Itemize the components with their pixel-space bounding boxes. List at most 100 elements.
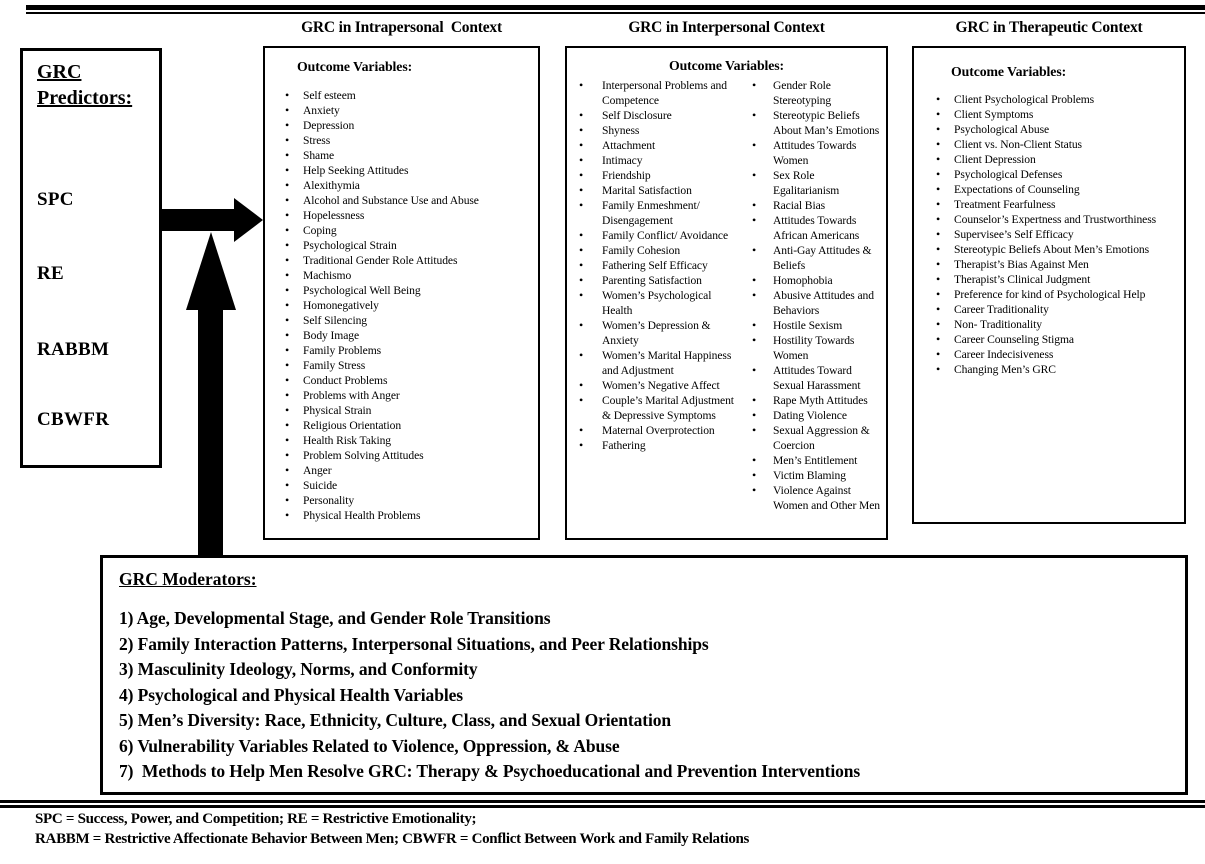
list-item: Interpersonal Problems and Competence	[579, 78, 734, 108]
list-item: Help Seeking Attitudes	[285, 163, 530, 178]
bottom-double-rule	[0, 800, 1205, 808]
predictor-spc: SPC	[37, 189, 74, 210]
list-item: Psychological Well Being	[285, 283, 530, 298]
list-item: Personality	[285, 493, 530, 508]
list-item: Self esteem	[285, 88, 530, 103]
list-item: Anxiety	[285, 103, 530, 118]
list-item: Attitudes Towards Women	[752, 138, 880, 168]
list-item: Conduct Problems	[285, 373, 530, 388]
list-item: Attitudes Toward Sexual Harassment	[752, 363, 880, 393]
abbreviation-note-line-1: SPC = Success, Power, and Competition; R…	[35, 811, 477, 827]
predictors-to-outcomes-arrow-shaft	[162, 209, 235, 231]
moderators-arrow-head	[186, 232, 236, 310]
list-item: Family Stress	[285, 358, 530, 373]
interpersonal-outcomes-heading: Outcome Variables:	[668, 58, 785, 73]
list-item: Hostile Sexism	[752, 318, 880, 333]
list-item: Non- Traditionality	[936, 317, 1180, 332]
list-item: Attitudes Towards African Americans	[752, 213, 880, 243]
list-item: Self Silencing	[285, 313, 530, 328]
list-item: Client vs. Non-Client Status	[936, 137, 1180, 152]
list-item: Fathering	[579, 438, 734, 453]
list-item: Stress	[285, 133, 530, 148]
predictor-re: RE	[37, 263, 64, 284]
list-item: Sex Role Egalitarianism	[752, 168, 880, 198]
grc-predictors-box: GRC Predictors: SPC RE RABBM CBWFR	[20, 48, 162, 468]
list-item: Family Conflict/ Avoidance	[579, 228, 734, 243]
abbreviation-note-line-2: RABBM = Restrictive Affectionate Behavio…	[35, 831, 750, 847]
list-item: Victim Blaming	[752, 468, 880, 483]
list-item: Changing Men’s GRC	[936, 362, 1180, 377]
list-item: Stereotypic Beliefs About Man’s Emotions	[752, 108, 880, 138]
list-item: Violence Against Women and Other Men	[752, 483, 880, 513]
list-item: Hostility Towards Women	[752, 333, 880, 363]
interpersonal-outcomes-box: Outcome Variables: Interpersonal Problem…	[565, 46, 888, 540]
list-item: Dating Violence	[752, 408, 880, 423]
list-item: Family Cohesion	[579, 243, 734, 258]
list-item: Homophobia	[752, 273, 880, 288]
list-item: Men’s Entitlement	[752, 453, 880, 468]
list-item: Religious Orientation	[285, 418, 530, 433]
intrapersonal-context-title: GRC in Intrapersonal Context	[301, 19, 502, 36]
list-item: Fathering Self Efficacy	[579, 258, 734, 273]
list-item: Career Indecisiveness	[936, 347, 1180, 362]
intrapersonal-outcomes-box: Outcome Variables: Self esteemAnxietyDep…	[263, 46, 540, 540]
list-item: Supervisee’s Self Efficacy	[936, 227, 1180, 242]
list-item: Abusive Attitudes and Behaviors	[752, 288, 880, 318]
therapeutic-outcomes-list: Client Psychological ProblemsClient Symp…	[936, 92, 1180, 377]
list-item: Depression	[285, 118, 530, 133]
list-item: Maternal Overprotection	[579, 423, 734, 438]
list-item: Women’s Marital Happiness and Adjustment	[579, 348, 734, 378]
list-item: Client Symptoms	[936, 107, 1180, 122]
list-item: Health Risk Taking	[285, 433, 530, 448]
list-item: Client Depression	[936, 152, 1180, 167]
list-item: Problems with Anger	[285, 388, 530, 403]
list-item: Alcohol and Substance Use and Abuse	[285, 193, 530, 208]
list-item: Marital Satisfaction	[579, 183, 734, 198]
interpersonal-outcomes-list-right: Gender Role StereotypingStereotypic Beli…	[752, 78, 880, 513]
therapeutic-context-title: GRC in Therapeutic Context	[955, 19, 1143, 36]
list-item: Therapist’s Clinical Judgment	[936, 272, 1180, 287]
list-item: Coping	[285, 223, 530, 238]
intrapersonal-outcomes-list: Self esteemAnxietyDepressionStressShameH…	[285, 88, 530, 523]
list-item: Family Problems	[285, 343, 530, 358]
list-item: Homonegatively	[285, 298, 530, 313]
list-item: 1) Age, Developmental Stage, and Gender …	[119, 608, 551, 628]
list-item: Counselor’s Expertness and Trustworthine…	[936, 212, 1180, 227]
list-item: Rape Myth Attitudes	[752, 393, 880, 408]
list-item: Sexual Aggression & Coercion	[752, 423, 880, 453]
list-item: Shyness	[579, 123, 734, 138]
list-item: Alexithymia	[285, 178, 530, 193]
list-item: Traditional Gender Role Attitudes	[285, 253, 530, 268]
list-item: Intimacy	[579, 153, 734, 168]
list-item: Racial Bias	[752, 198, 880, 213]
list-item: Couple’s Marital Adjustment & Depressive…	[579, 393, 734, 423]
list-item: Preference for kind of Psychological Hel…	[936, 287, 1180, 302]
list-item: Gender Role Stereotyping	[752, 78, 880, 108]
list-item: Attachment	[579, 138, 734, 153]
intrapersonal-outcomes-heading: Outcome Variables:	[297, 59, 413, 74]
list-item: Therapist’s Bias Against Men	[936, 257, 1180, 272]
predictor-rabbm: RABBM	[37, 339, 110, 360]
list-item: Expectations of Counseling	[936, 182, 1180, 197]
interpersonal-outcomes-list-left: Interpersonal Problems and CompetenceSel…	[579, 78, 734, 453]
list-item: Psychological Defenses	[936, 167, 1180, 182]
list-item: Machismo	[285, 268, 530, 283]
list-item: Women’s Psychological Health	[579, 288, 734, 318]
list-item: Friendship	[579, 168, 734, 183]
list-item: Client Psychological Problems	[936, 92, 1180, 107]
list-item: Women’s Depression & Anxiety	[579, 318, 734, 348]
list-item: Treatment Fearfulness	[936, 197, 1180, 212]
predictor-cbwfr: CBWFR	[37, 409, 110, 430]
interpersonal-context-title: GRC in Interpersonal Context	[628, 19, 825, 36]
list-item: Family Enmeshment/ Disengagement	[579, 198, 734, 228]
list-item: Women’s Negative Affect	[579, 378, 734, 393]
list-item: 2) Family Interaction Patterns, Interper…	[119, 633, 709, 654]
top-double-rule	[26, 5, 1205, 14]
list-item: Anger	[285, 463, 530, 478]
list-item: Psychological Strain	[285, 238, 530, 253]
moderators-heading: GRC Moderators:	[119, 569, 257, 589]
list-item: Parenting Satisfaction	[579, 273, 734, 288]
therapeutic-outcomes-box: Outcome Variables: Client Psychological …	[912, 46, 1186, 524]
list-item: Anti-Gay Attitudes & Beliefs	[752, 243, 880, 273]
